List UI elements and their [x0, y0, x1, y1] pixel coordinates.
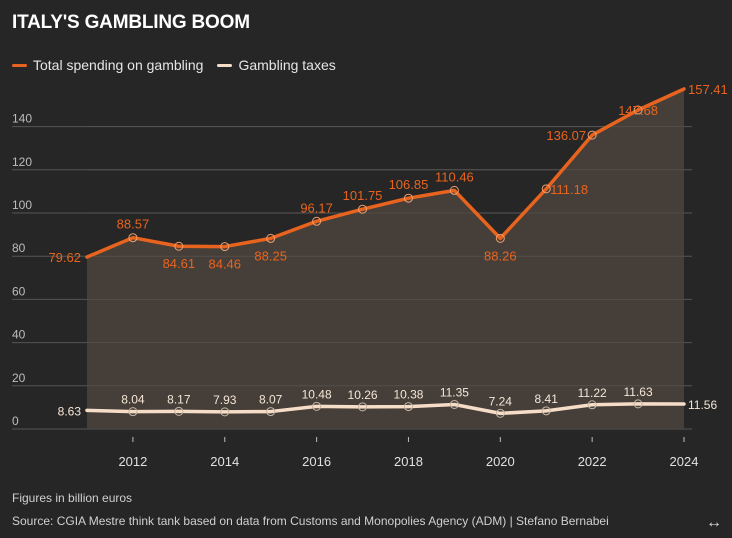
spending-label-2012: 88.57 [117, 217, 150, 232]
taxes-point-2016 [312, 401, 322, 411]
x-tick-label-2024: 2024 [670, 454, 699, 469]
taxes-label-2024: 11.56 [688, 398, 717, 412]
y-tick-label-20: 20 [12, 371, 26, 385]
spending-point-2022 [587, 130, 597, 140]
taxes-label-2022: 11.22 [578, 386, 607, 400]
spending-label-2023: 147.68 [618, 103, 658, 118]
legend-item-spending: Total spending on gambling [12, 57, 203, 73]
spending-point-2015 [266, 233, 276, 243]
x-tick-label-2014: 2014 [210, 454, 239, 469]
taxes-point-2015 [266, 407, 276, 417]
legend-label-taxes: Gambling taxes [238, 57, 336, 73]
taxes-label-2011: 8.63 [58, 404, 82, 418]
taxes-point-2019 [449, 399, 459, 409]
taxes-label-2018: 10.38 [393, 388, 423, 402]
spending-label-2021: 111.18 [550, 182, 588, 197]
taxes-label-2014: 7.93 [213, 393, 237, 407]
spending-label-2022: 136.07 [546, 128, 586, 143]
taxes-label-2015: 8.07 [259, 393, 283, 407]
x-tick-label-2022: 2022 [578, 454, 607, 469]
taxes-label-2017: 10.26 [348, 388, 378, 402]
taxes-label-2012: 8.04 [121, 393, 145, 407]
legend-swatch-taxes [217, 63, 233, 67]
taxes-line [85, 402, 686, 416]
spending-point-2018 [403, 193, 413, 203]
spending-point-2023 [633, 105, 643, 115]
y-tick-label-120: 120 [12, 155, 32, 169]
y-tick-label-60: 60 [12, 284, 26, 298]
spending-label-2013: 84.61 [163, 256, 196, 271]
legend-swatch-spending [12, 63, 27, 67]
taxes-point-2020 [495, 408, 505, 418]
spending-point-2020 [495, 233, 505, 243]
spending-label-2018: 106.85 [389, 177, 429, 192]
spending-label-2014: 84.46 [208, 257, 241, 272]
legend-item-taxes: Gambling taxes [217, 57, 336, 73]
spending-label-2015: 88.25 [254, 248, 287, 263]
taxes-label-2021: 8.41 [535, 392, 559, 406]
spending-label-2017: 101.75 [343, 188, 383, 203]
y-tick-label-80: 80 [12, 241, 26, 255]
legend-label-spending: Total spending on gambling [33, 57, 204, 73]
taxes-point-2023 [633, 399, 643, 409]
x-tick-label-2020: 2020 [486, 454, 515, 469]
taxes-point-2017 [358, 402, 368, 412]
spending-point-2019 [449, 185, 459, 195]
legend: Total spending on gambling Gambling taxe… [12, 57, 336, 73]
source-note: Source: CGIA Mestre think tank based on … [12, 514, 609, 528]
spending-line [85, 87, 686, 259]
x-tick-label-2018: 2018 [394, 454, 423, 469]
spending-point-2012 [128, 233, 138, 243]
y-tick-label-0: 0 [12, 414, 19, 428]
taxes-point-2018 [403, 402, 413, 412]
taxes-label-2013: 8.17 [167, 392, 191, 406]
expand-icon[interactable]: ↔ [706, 514, 722, 531]
taxes-label-2020: 7.24 [489, 394, 513, 408]
taxes-label-2019: 11.35 [440, 385, 469, 399]
taxes-point-2022 [587, 400, 597, 410]
y-tick-label-140: 140 [12, 112, 32, 126]
spending-point-2013 [174, 241, 184, 251]
footnote: Figures in billion euros [12, 491, 133, 505]
taxes-point-2013 [174, 406, 184, 416]
spending-label-2019: 110.46 [435, 169, 474, 184]
spending-label-2016: 96.17 [300, 200, 333, 215]
spending-point-2016 [312, 216, 322, 226]
taxes-label-2016: 10.48 [302, 387, 332, 401]
taxes-point-2014 [220, 407, 230, 417]
x-tick-label-2016: 2016 [302, 454, 331, 469]
chart-title: ITALY'S GAMBLING BOOM [12, 12, 250, 33]
spending-point-2014 [220, 242, 230, 252]
taxes-point-2012 [128, 407, 138, 417]
y-tick-label-100: 100 [12, 198, 32, 212]
spending-area [87, 89, 684, 429]
spending-label-2020: 88.26 [484, 248, 517, 263]
spending-point-2021 [541, 184, 551, 194]
spending-point-2017 [358, 204, 368, 214]
taxes-label-2023: 11.63 [624, 385, 653, 399]
x-tick-label-2012: 2012 [118, 454, 147, 469]
y-tick-label-40: 40 [12, 328, 26, 342]
taxes-point-2021 [541, 406, 551, 416]
spending-label-2024: 157.41 [688, 82, 728, 97]
spending-label-2011: 79.62 [48, 250, 81, 265]
